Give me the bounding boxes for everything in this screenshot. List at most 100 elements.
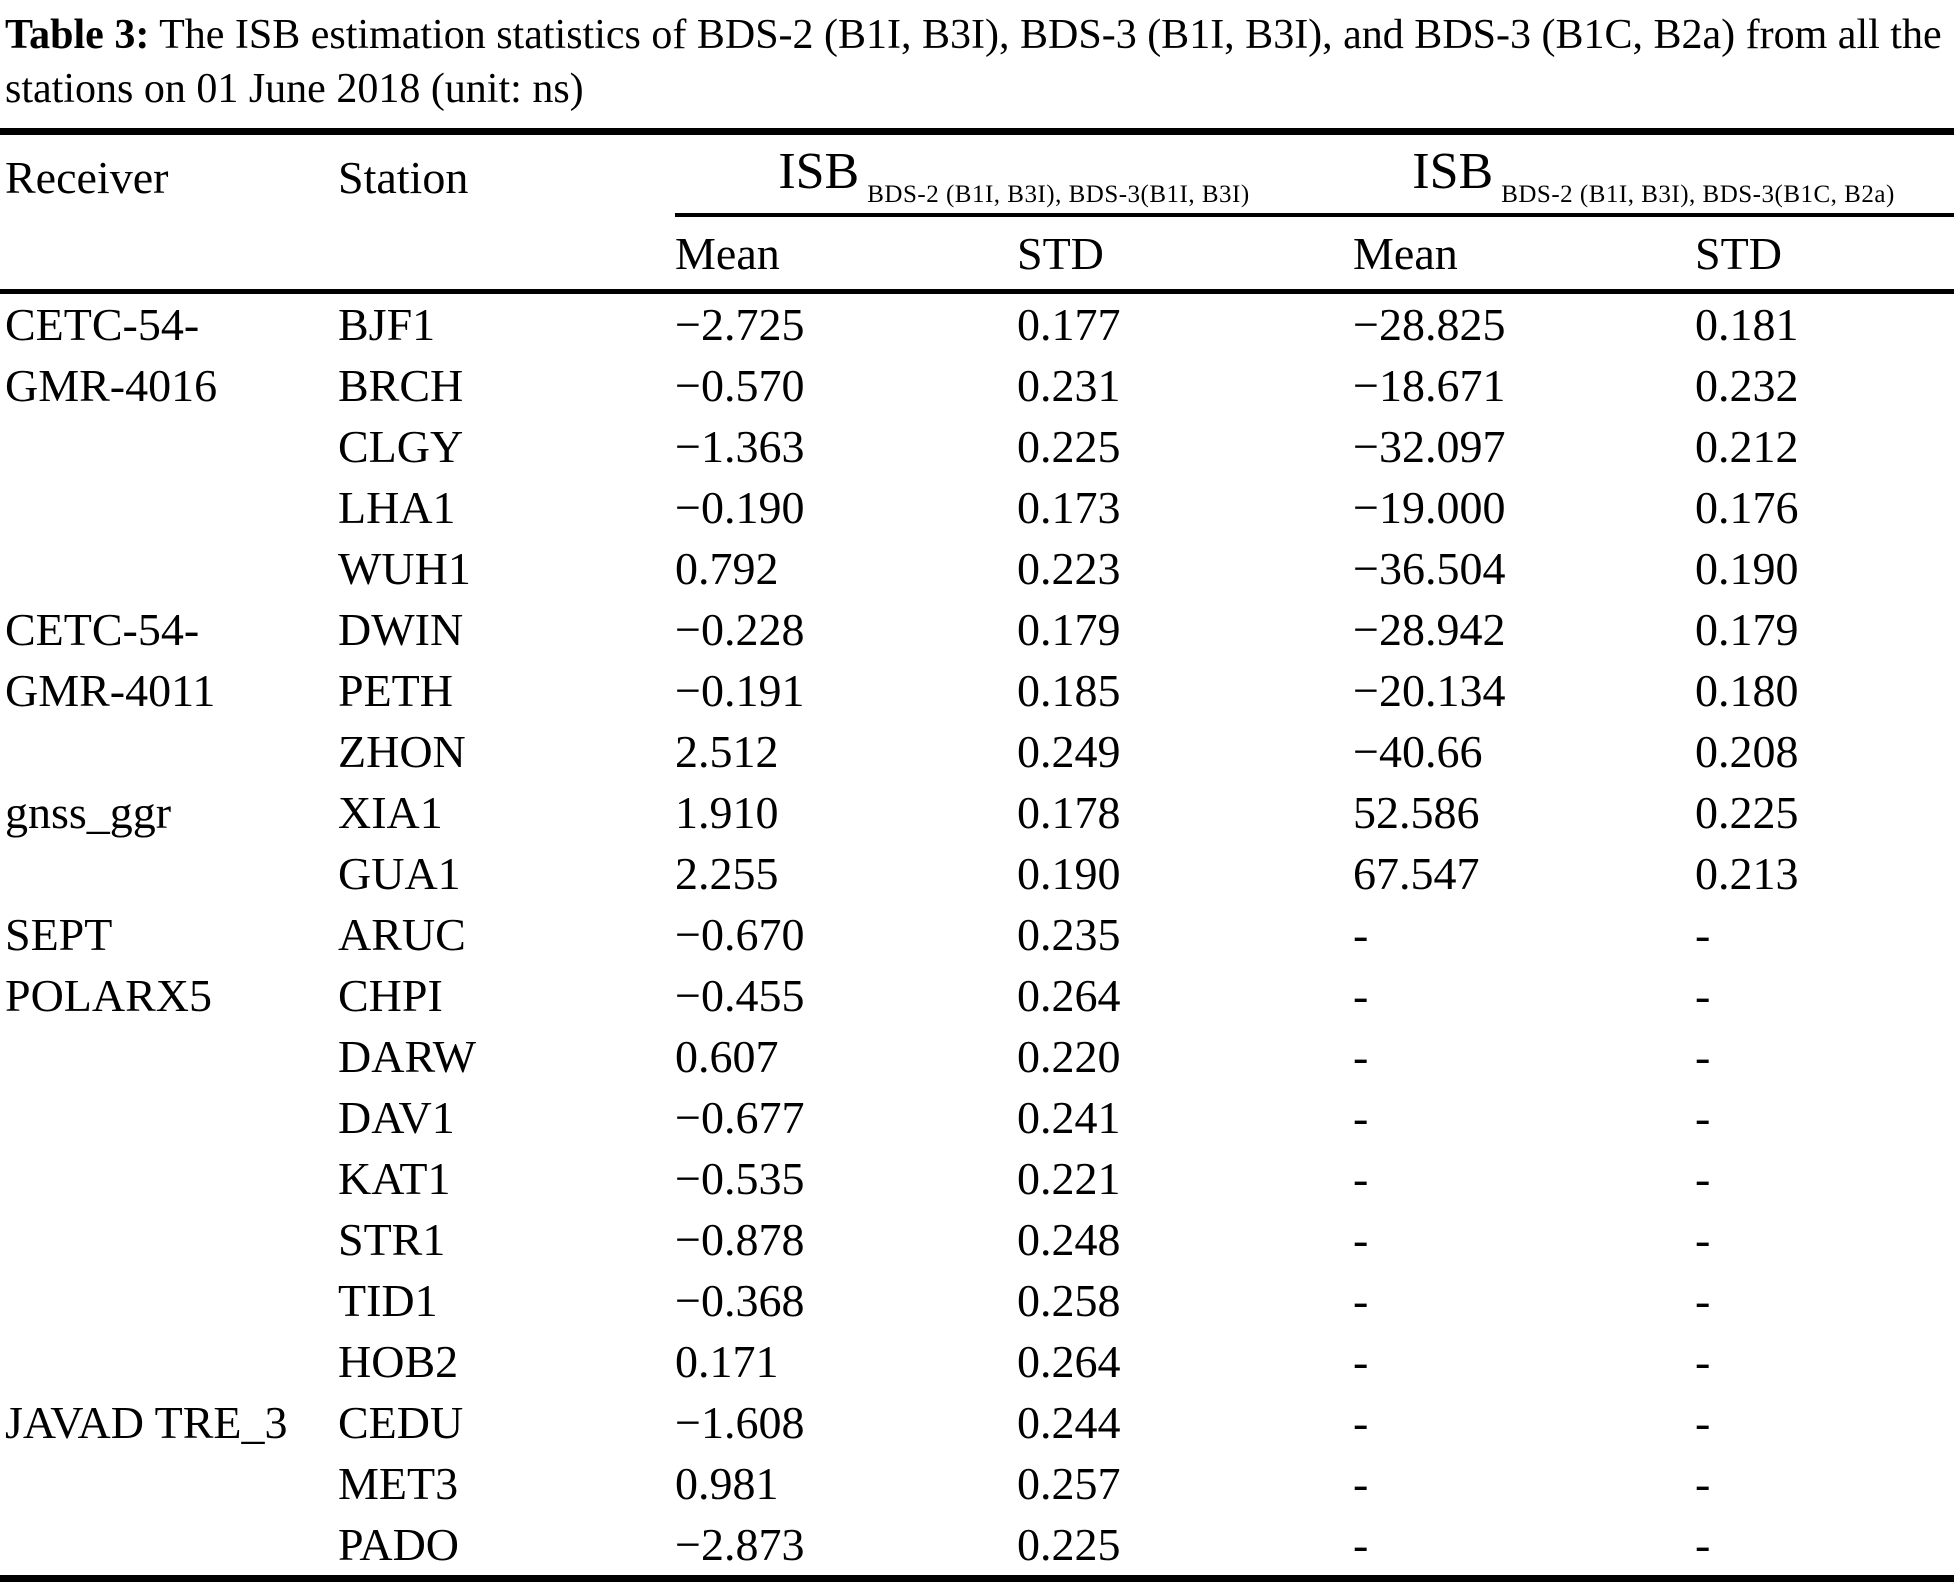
table-row: MET3 0.981 0.257 - - — [0, 1453, 1954, 1514]
table-row: KAT1 −0.535 0.221 - - — [0, 1148, 1954, 1209]
table-row: PADO −2.873 0.225 - - — [0, 1514, 1954, 1579]
receiver-cell — [0, 721, 338, 782]
paper-page: Table 3: The ISB estimation statistics o… — [0, 8, 1954, 1582]
isb-statistics-table: Receiver Station ISB BDS-2 (B1I, B3I), BD… — [0, 128, 1954, 1582]
station-cell: LHA1 — [338, 482, 456, 533]
receiver-cell — [0, 1148, 338, 1209]
mean1-cell: 0.792 — [675, 543, 779, 594]
station-cell: TID1 — [338, 1275, 438, 1326]
station-cell: PADO — [338, 1519, 460, 1570]
table-row: WUH1 0.792 0.223 −36.504 0.190 — [0, 538, 1954, 599]
table-row: JAVAD TRE_3 CEDU −1.608 0.244 - - — [0, 1392, 1954, 1453]
table-row: TID1 −0.368 0.258 - - — [0, 1270, 1954, 1331]
std2-cell: - — [1695, 1275, 1711, 1326]
table-row: GMR-4016 BRCH −0.570 0.231 −18.671 0.232 — [0, 355, 1954, 416]
col-header-mean-2: Mean — [1353, 215, 1696, 294]
table-caption-number: Table 3: — [5, 12, 150, 58]
mean1-cell: −0.190 — [675, 482, 805, 533]
mean2-cell: 52.586 — [1353, 787, 1480, 838]
std1-cell: 0.178 — [1017, 787, 1121, 838]
receiver-cell: SEPT — [5, 909, 113, 960]
std1-cell: 0.258 — [1017, 1275, 1121, 1326]
receiver-cell: gnss_ggr — [5, 787, 172, 838]
mean2-cell: - — [1353, 1214, 1369, 1265]
table-header-row-groups: Receiver Station ISB BDS-2 (B1I, B3I), BD… — [0, 131, 1954, 294]
std2-cell: - — [1695, 970, 1711, 1021]
table-row: GUA1 2.255 0.190 67.547 0.213 — [0, 843, 1954, 904]
std1-cell: 0.257 — [1017, 1458, 1121, 1509]
station-cell: MET3 — [338, 1458, 459, 1509]
std2-cell: 0.208 — [1695, 726, 1799, 777]
std1-cell: 0.225 — [1017, 421, 1121, 472]
receiver-cell: GMR-4016 — [5, 360, 218, 411]
std2-cell: 0.213 — [1695, 848, 1799, 899]
receiver-cell: CETC-54- — [5, 299, 200, 350]
receiver-cell: GMR-4011 — [5, 665, 216, 716]
receiver-cell: CETC-54- — [5, 604, 200, 655]
receiver-cell — [0, 477, 338, 538]
receiver-cell — [0, 1026, 338, 1087]
station-cell: DARW — [338, 1031, 476, 1082]
table-row: HOB2 0.171 0.264 - - — [0, 1331, 1954, 1392]
isb1-label: ISB — [778, 142, 860, 200]
std1-cell: 0.249 — [1017, 726, 1121, 777]
mean1-cell: −1.363 — [675, 421, 805, 472]
std1-cell: 0.244 — [1017, 1397, 1121, 1448]
std2-cell: 0.180 — [1695, 665, 1799, 716]
mean1-cell: 0.981 — [675, 1458, 779, 1509]
col-header-station: Station — [338, 131, 675, 294]
table-header-row-stats: Mean STD Mean STD — [0, 215, 1954, 294]
std1-cell: 0.248 — [1017, 1214, 1121, 1265]
receiver-cell — [0, 1209, 338, 1270]
std1-cell: 0.264 — [1017, 1336, 1121, 1387]
std1-cell: 0.185 — [1017, 665, 1121, 716]
table-row: gnss_ggr XIA1 1.910 0.178 52.586 0.225 — [0, 782, 1954, 843]
isb2-subscript: BDS-2 (B1I, B3I), BDS-3(B1C, B2a) — [1501, 180, 1895, 208]
table-caption-text: The ISB estimation statistics of BDS-2 (… — [5, 12, 1942, 112]
mean2-cell: - — [1353, 909, 1369, 960]
std2-cell: 0.190 — [1695, 543, 1799, 594]
station-cell: PETH — [338, 665, 453, 716]
receiver-cell — [0, 1270, 338, 1331]
mean1-cell: −0.670 — [675, 909, 805, 960]
col-header-isb-bds2-bds3-b1i-b3i: ISB BDS-2 (B1I, B3I), BDS-3(B1I, B3I) — [675, 131, 1354, 217]
std2-cell: 0.176 — [1695, 482, 1799, 533]
std1-cell: 0.179 — [1017, 604, 1121, 655]
mean2-cell: −28.942 — [1353, 604, 1506, 655]
std2-cell: 0.181 — [1695, 299, 1799, 350]
station-cell: STR1 — [338, 1214, 446, 1265]
std1-cell: 0.231 — [1017, 360, 1121, 411]
std2-cell: - — [1695, 1519, 1711, 1570]
station-cell: ARUC — [338, 909, 466, 960]
mean2-cell: 67.547 — [1353, 848, 1480, 899]
isb2-label: ISB — [1412, 142, 1494, 200]
table-row: CETC-54- BJF1 −2.725 0.177 −28.825 0.181 — [0, 292, 1954, 356]
std1-cell: 0.225 — [1017, 1519, 1121, 1570]
std1-cell: 0.223 — [1017, 543, 1121, 594]
table-row: ZHON 2.512 0.249 −40.66 0.208 — [0, 721, 1954, 782]
std2-cell: - — [1695, 1214, 1711, 1265]
std1-cell: 0.173 — [1017, 482, 1121, 533]
std2-cell: 0.212 — [1695, 421, 1799, 472]
isb1-subscript: BDS-2 (B1I, B3I), BDS-3(B1I, B3I) — [867, 180, 1250, 208]
mean2-cell: −36.504 — [1353, 543, 1506, 594]
mean1-cell: −0.535 — [675, 1153, 805, 1204]
mean1-cell: −0.191 — [675, 665, 805, 716]
mean1-cell: 0.171 — [675, 1336, 779, 1387]
mean2-cell: - — [1353, 1275, 1369, 1326]
mean2-cell: - — [1353, 1031, 1369, 1082]
mean2-cell: - — [1353, 970, 1369, 1021]
station-cell: CEDU — [338, 1397, 464, 1448]
mean2-cell: −28.825 — [1353, 299, 1506, 350]
std1-cell: 0.177 — [1017, 299, 1121, 350]
mean1-cell: 2.255 — [675, 848, 779, 899]
mean1-cell: −0.455 — [675, 970, 805, 1021]
mean2-cell: −40.66 — [1353, 726, 1483, 777]
mean2-cell: - — [1353, 1092, 1369, 1143]
receiver-cell — [0, 1331, 338, 1392]
mean1-cell: −0.677 — [675, 1092, 805, 1143]
receiver-cell — [0, 1453, 338, 1514]
table-row: SEPT ARUC −0.670 0.235 - - — [0, 904, 1954, 965]
station-cell: CHPI — [338, 970, 443, 1021]
table-row: STR1 −0.878 0.248 - - — [0, 1209, 1954, 1270]
